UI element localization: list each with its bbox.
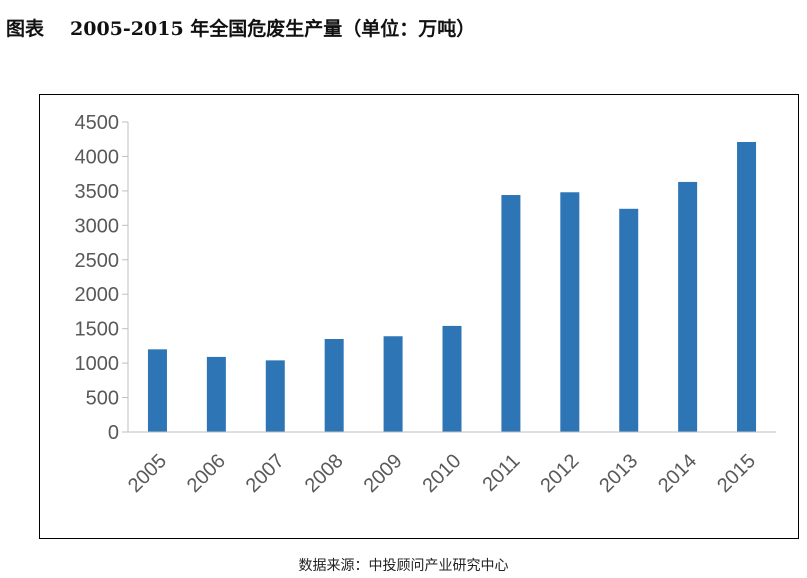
x-tick-label: 2012 <box>536 450 583 497</box>
x-tick-label: 2008 <box>301 450 348 497</box>
x-tick-label: 2009 <box>360 450 407 497</box>
bar-2007 <box>265 360 285 432</box>
y-tick-label: 500 <box>86 388 119 410</box>
bar-2010 <box>442 325 462 432</box>
bar-2015 <box>737 141 757 432</box>
bar-2014 <box>678 181 698 432</box>
x-tick-label: 2011 <box>478 450 524 496</box>
y-tick-label: 1000 <box>75 353 120 375</box>
data-source: 数据来源：中投顾问产业研究中心 <box>298 558 509 574</box>
bar-2012 <box>560 192 580 432</box>
x-tick-label: 2005 <box>124 450 171 497</box>
y-tick-label: 2500 <box>75 250 120 272</box>
bar-2011 <box>501 195 521 432</box>
bar-chart: 0 500 1000 1500 2000 2500 3000 3500 4000 4500 200… <box>75 112 776 497</box>
y-tick-label: 3000 <box>75 215 120 237</box>
x-tick-label: 2013 <box>595 450 642 497</box>
y-tick-label: 2000 <box>75 284 120 306</box>
y-tick-label: 0 <box>108 422 119 444</box>
figure-title-text: 2005-2015 年全国危废生产量（单位：万吨） <box>70 18 476 40</box>
x-tick-label: 2015 <box>713 450 760 497</box>
x-tick-label: 2007 <box>242 450 289 497</box>
y-axis: 0 500 1000 1500 2000 2500 3000 3500 4000 4500 <box>75 112 129 444</box>
bar-2008 <box>324 339 344 432</box>
x-tick-label: 2010 <box>419 450 466 497</box>
y-tick-label: 4000 <box>75 146 120 168</box>
chart-frame <box>39 94 799 539</box>
bar-2013 <box>619 208 639 432</box>
y-tick-label: 1500 <box>75 319 120 341</box>
x-tick-label: 2014 <box>654 450 701 497</box>
bar-2009 <box>383 336 403 432</box>
x-tick-label: 2006 <box>183 450 230 497</box>
x-axis: 2005 2006 2007 2008 2009 2010 2011 2012 2013 2014… <box>124 431 776 497</box>
bars <box>147 141 757 432</box>
bar-2005 <box>147 349 167 432</box>
y-tick-label: 4500 <box>75 112 120 134</box>
y-tick-label: 3500 <box>75 181 120 203</box>
figure-title: 图表 2005-2015 年全国危废生产量（单位：万吨） <box>6 14 475 41</box>
bar-2006 <box>206 356 226 432</box>
figure-label: 图表 <box>6 18 45 40</box>
